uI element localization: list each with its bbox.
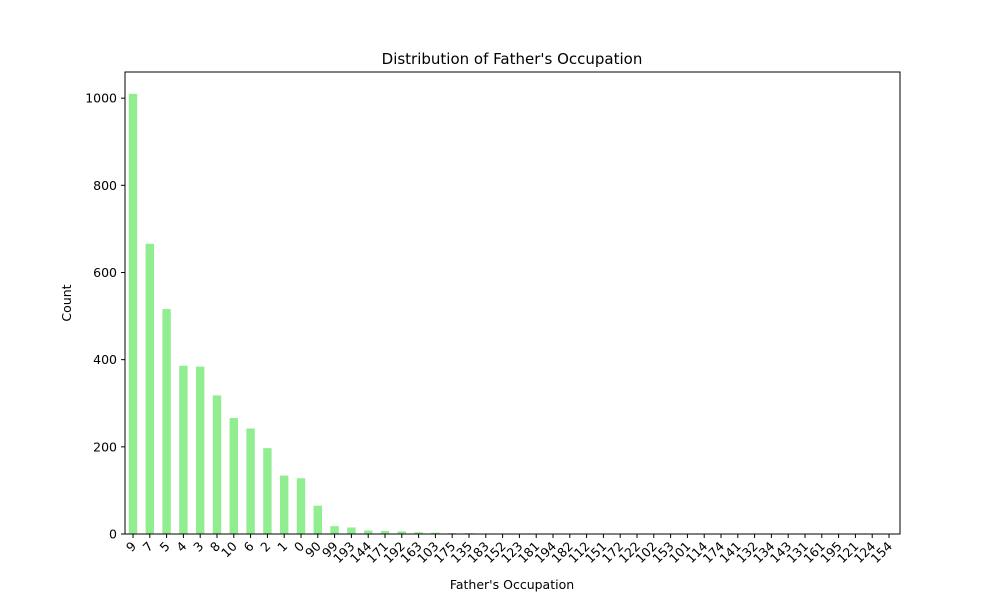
- x-tick-label-5: 5: [156, 539, 172, 555]
- bar-3: [196, 366, 205, 534]
- y-tick-label-800: 800: [93, 178, 117, 193]
- x-tick-label-7: 7: [140, 539, 156, 555]
- x-tick-label-10: 10: [218, 538, 240, 560]
- y-tick-label-1000: 1000: [85, 91, 117, 106]
- x-tick-label-6: 6: [240, 538, 256, 554]
- bar-1: [280, 475, 289, 534]
- bar-99: [330, 526, 339, 534]
- y-tick-label-600: 600: [93, 265, 117, 280]
- bar-5: [162, 309, 171, 534]
- chart-title: Distribution of Father's Occupation: [382, 50, 643, 68]
- x-tick-label-2: 2: [257, 539, 273, 555]
- y-axis: 0 200 400 600 800 1000: [85, 91, 125, 542]
- y-tick-label-0: 0: [109, 527, 117, 542]
- y-tick-label-400: 400: [93, 352, 117, 367]
- bar-144: [364, 530, 373, 534]
- x-axis: 9 7 5 4 3 810 6 2 1 09099193144171192163103175135…: [123, 534, 895, 566]
- x-tick-label-1: 1: [274, 539, 290, 555]
- plot-frame: [124, 71, 901, 535]
- x-tick-label-9: 9: [123, 538, 139, 554]
- bar-2: [263, 448, 272, 534]
- bars-group: [128, 93, 894, 534]
- bar-103: [431, 532, 440, 534]
- bar-163: [414, 532, 423, 534]
- bar-10: [229, 418, 238, 534]
- x-axis-label: Father's Occupation: [450, 577, 574, 592]
- bar-6: [246, 428, 255, 534]
- y-tick-label-200: 200: [93, 439, 117, 454]
- bar-4: [179, 365, 188, 534]
- bar-193: [347, 527, 356, 534]
- y-axis-label: Count: [59, 284, 74, 321]
- x-tick-label-3: 3: [190, 539, 206, 555]
- bar-9: [128, 93, 138, 534]
- bar-171: [380, 530, 390, 534]
- bar-192: [397, 531, 406, 534]
- bar-8: [212, 395, 222, 534]
- bar-7: [145, 243, 154, 534]
- bar-90: [313, 505, 322, 534]
- x-tick-label-4: 4: [173, 538, 189, 554]
- bar-0: [296, 478, 306, 534]
